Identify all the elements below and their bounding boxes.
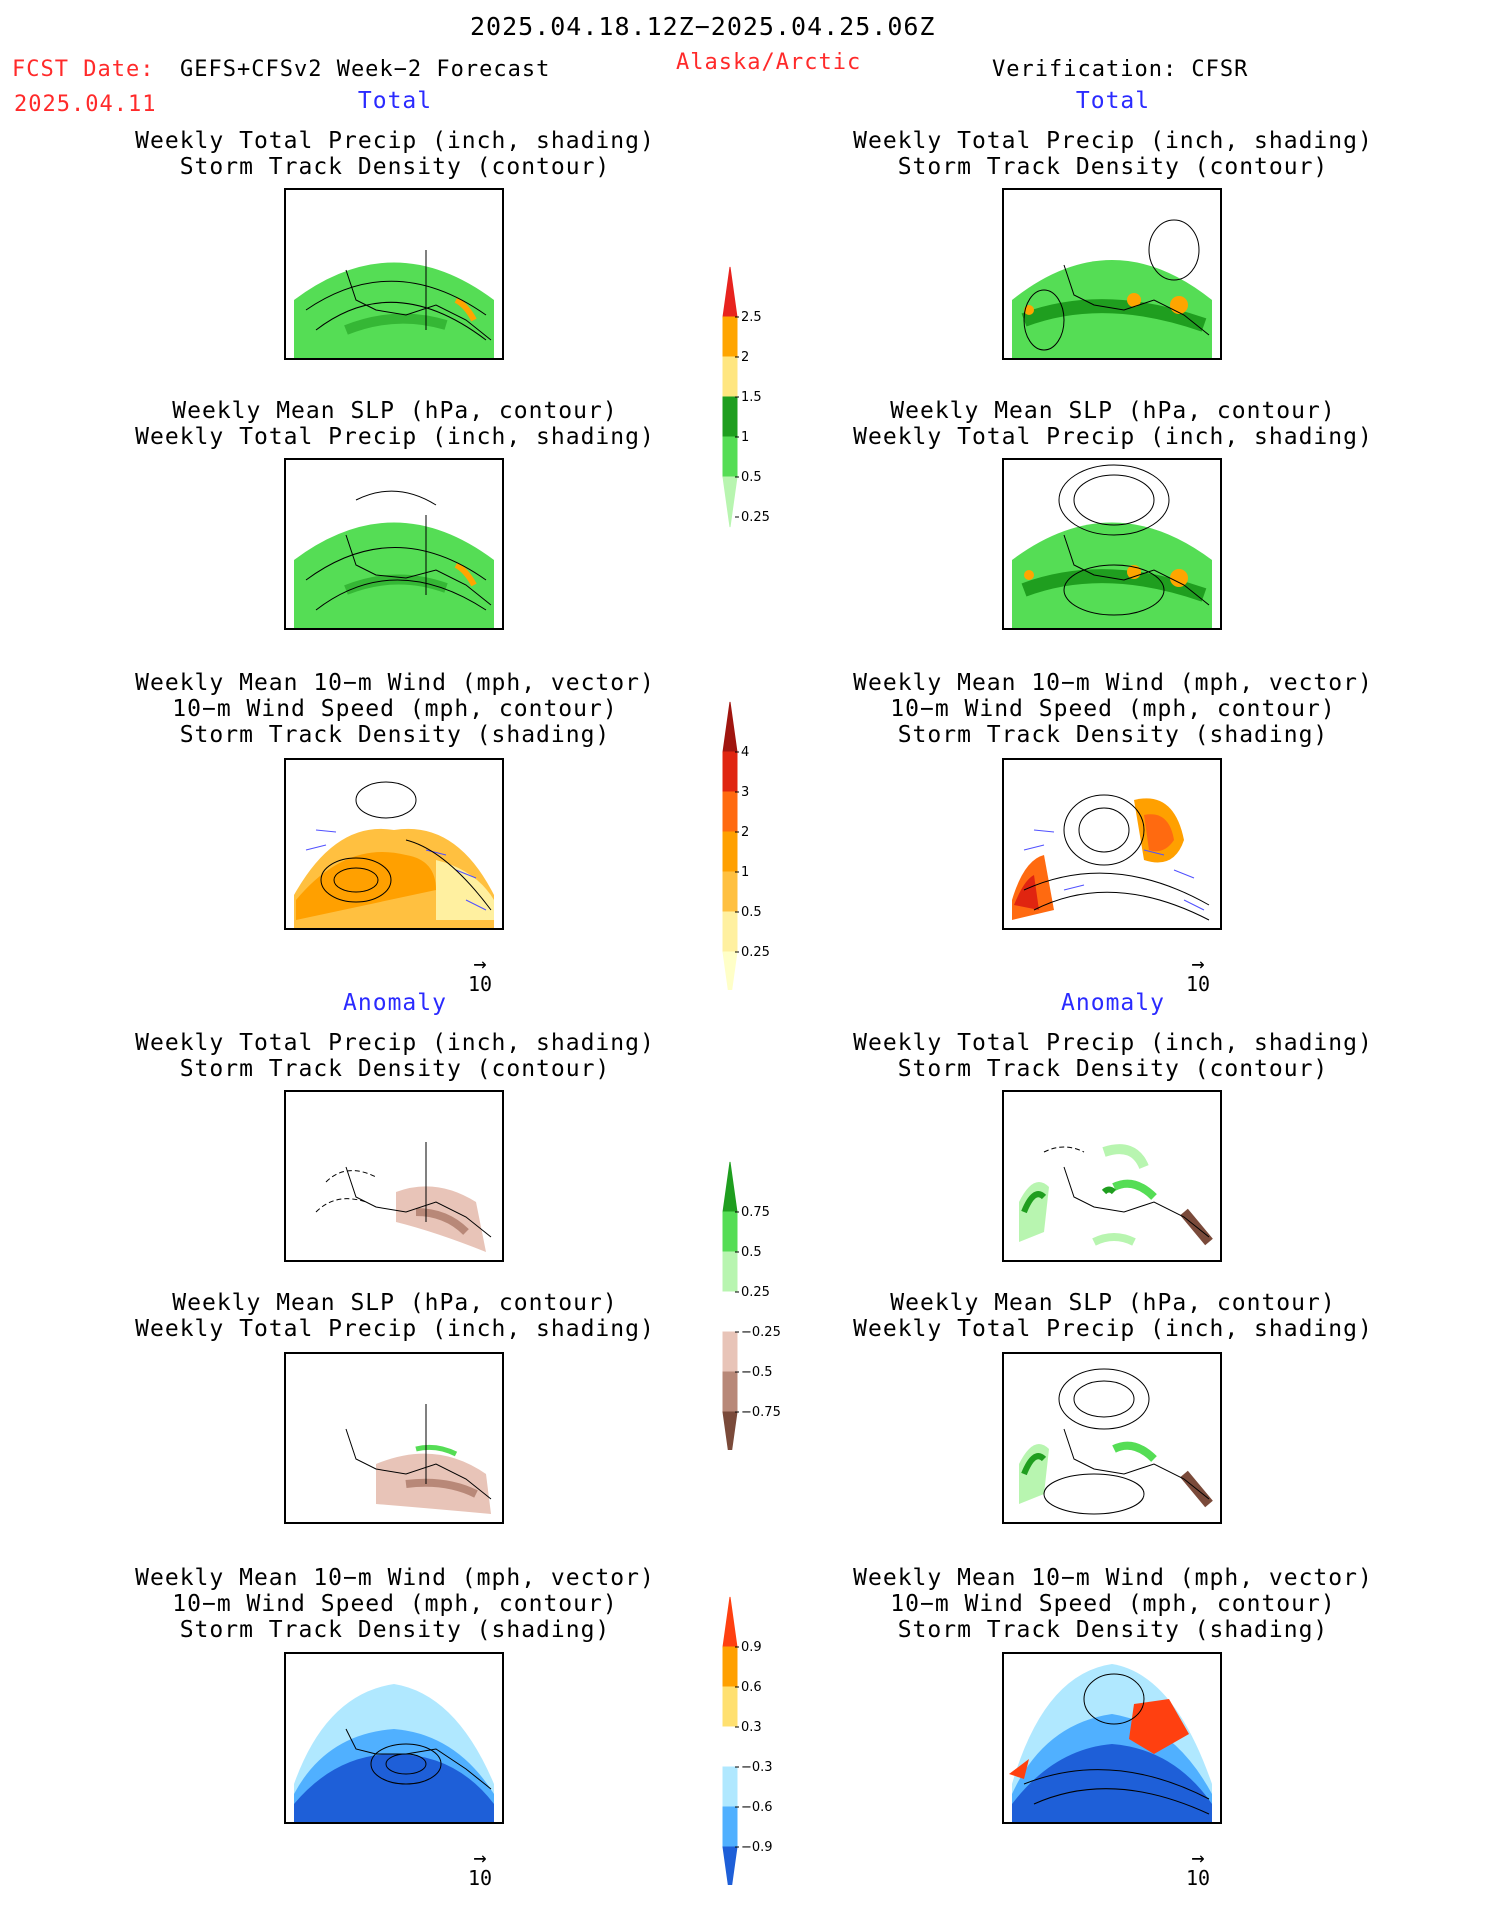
panel-title-verif-wind: Weekly Mean 10−m Wind (mph, vector) 10−m … <box>853 670 1373 748</box>
colorbar-label: 1 <box>741 430 749 445</box>
map-fcst-anom-wind-track <box>284 1652 504 1824</box>
colorbar-label: 3 <box>741 785 749 800</box>
map-verif-anom-precip-track <box>1002 1090 1222 1262</box>
colorbar-segment <box>722 1291 738 1333</box>
fcst-date-value: 2025.04.11 <box>14 92 157 117</box>
panel-title-verif-anom-wind: Weekly Mean 10−m Wind (mph, vector) 10−m … <box>853 1565 1373 1643</box>
colorbar-segment <box>722 751 738 793</box>
colorbar-label: −0.6 <box>741 1800 773 1815</box>
colorbar-track-total: 4 3 2 1 0.5 0.25 <box>722 701 770 990</box>
panel-title-verif-anom-slp: Weekly Mean SLP (hPa, contour) Weekly Tot… <box>853 1290 1373 1342</box>
colorbar-segment <box>722 1331 738 1373</box>
map-verif-wind-track <box>1002 758 1222 930</box>
colorbar-segment <box>722 1766 738 1808</box>
section-anomaly-left: Anomaly <box>343 990 447 1016</box>
colorbar-segment <box>722 1411 738 1450</box>
colorbar-label: 0.5 <box>741 905 762 920</box>
panel-title-fcst-total-precip: Weekly Total Precip (inch, shading) Storm… <box>135 128 655 180</box>
colorbar-segment <box>722 396 738 438</box>
colorbar-segment <box>722 356 738 398</box>
colorbar-label: 0.25 <box>741 510 770 525</box>
arrow-right-icon: → <box>473 1846 487 1871</box>
colorbar-label: 1 <box>741 865 749 880</box>
period-title: 2025.04.18.12Z−2025.04.25.06Z <box>470 12 936 41</box>
panel-title-fcst-wind: Weekly Mean 10−m Wind (mph, vector) 10−m … <box>135 670 655 748</box>
reference-vector-verif-total: → 10 <box>1178 952 1218 997</box>
arrow-right-icon: → <box>473 952 487 977</box>
map-fcst-slp-precip <box>284 458 504 630</box>
colorbar-segment <box>722 1846 738 1885</box>
colorbar-segment <box>722 1161 738 1213</box>
section-total-left: Total <box>357 88 433 114</box>
colorbar-label: −0.75 <box>741 1405 781 1420</box>
panel-title-fcst-slp-precip: Weekly Mean SLP (hPa, contour) Weekly Tot… <box>135 398 655 450</box>
map-verif-anom-slp-precip <box>1002 1352 1222 1524</box>
colorbar-label: 0.6 <box>741 1680 762 1695</box>
colorbar-segment <box>722 1251 738 1293</box>
colorbar-label: −0.25 <box>741 1325 781 1340</box>
forecast-name: GEFS+CFSv2 Week−2 Forecast <box>180 57 551 82</box>
colorbar-segment <box>722 1646 738 1688</box>
colorbar-segment <box>722 701 738 753</box>
colorbar-label: 2 <box>741 825 749 840</box>
map-verif-total-precip-track <box>1002 188 1222 360</box>
colorbar-label: 0.9 <box>741 1640 762 1655</box>
map-fcst-anom-slp-precip <box>284 1352 504 1524</box>
panel-title-verif-total-precip: Weekly Total Precip (inch, shading) Storm… <box>853 128 1373 180</box>
section-total-right: Total <box>1075 88 1151 114</box>
colorbar-label: 1.5 <box>741 390 762 405</box>
colorbar-segment <box>722 1211 738 1253</box>
colorbar-segment <box>722 911 738 953</box>
reference-vector-fcst-anom: → 10 <box>460 1846 500 1891</box>
colorbar-segment <box>722 266 738 318</box>
colorbar-segment <box>722 831 738 873</box>
colorbar-segment <box>722 951 738 990</box>
colorbar-segment <box>722 1596 738 1648</box>
fcst-date-label: FCST Date: <box>12 57 155 82</box>
colorbar-label: −0.3 <box>741 1760 773 1775</box>
colorbar-segment <box>722 791 738 833</box>
region-label: Alaska/Arctic <box>676 50 862 75</box>
map-fcst-wind-track <box>284 758 504 930</box>
colorbar-label: 0.5 <box>741 470 762 485</box>
colorbar-precip-total: 2.5 2 1.5 1 0.5 0.25 <box>722 266 770 528</box>
section-anomaly-right: Anomaly <box>1061 990 1165 1016</box>
panel-title-verif-slp-precip: Weekly Mean SLP (hPa, contour) Weekly Tot… <box>853 398 1373 450</box>
panel-title-verif-anom-precip: Weekly Total Precip (inch, shading) Storm… <box>853 1030 1373 1082</box>
reference-vector-fcst-total: → 10 <box>460 952 500 997</box>
reference-vector-verif-anom: → 10 <box>1178 1846 1218 1891</box>
colorbar-segment <box>722 1806 738 1848</box>
colorbar-segment <box>722 1371 738 1413</box>
colorbar-label: 4 <box>741 745 749 760</box>
map-fcst-total-precip-track <box>284 188 504 360</box>
panel-title-fcst-anom-precip: Weekly Total Precip (inch, shading) Storm… <box>135 1030 655 1082</box>
map-fcst-anom-precip-track <box>284 1090 504 1262</box>
verification-label: Verification: CFSR <box>992 57 1249 82</box>
map-verif-anom-wind-track <box>1002 1652 1222 1824</box>
colorbar-precip-anom: 0.75 0.5 0.25 −0.25 −0.5 −0.75 <box>722 1161 781 1450</box>
colorbar-track-anom: 0.9 0.6 0.3 −0.3 −0.6 −0.9 <box>722 1596 773 1885</box>
colorbar-label: 0.3 <box>741 1720 762 1735</box>
colorbar-label: 0.75 <box>741 1205 770 1220</box>
colorbar-segment <box>722 476 738 528</box>
colorbar-label: 2 <box>741 350 749 365</box>
colorbar-label: 2.5 <box>741 310 762 325</box>
colorbar-segment <box>722 1686 738 1728</box>
colorbar-label: 0.25 <box>741 1285 770 1300</box>
map-verif-slp-precip <box>1002 458 1222 630</box>
arrow-right-icon: → <box>1191 952 1205 977</box>
colorbar-label: 0.5 <box>741 1245 762 1260</box>
colorbar-segment <box>722 436 738 478</box>
arrow-right-icon: → <box>1191 1846 1205 1871</box>
colorbar-segment <box>722 316 738 358</box>
panel-title-fcst-anom-slp: Weekly Mean SLP (hPa, contour) Weekly Tot… <box>135 1290 655 1342</box>
colorbar-label: 0.25 <box>741 945 770 960</box>
panel-title-fcst-anom-wind: Weekly Mean 10−m Wind (mph, vector) 10−m … <box>135 1565 655 1643</box>
colorbar-segment <box>722 1726 738 1768</box>
colorbar-segment <box>722 871 738 913</box>
colorbar-label: −0.9 <box>741 1840 773 1855</box>
colorbar-label: −0.5 <box>741 1365 773 1380</box>
